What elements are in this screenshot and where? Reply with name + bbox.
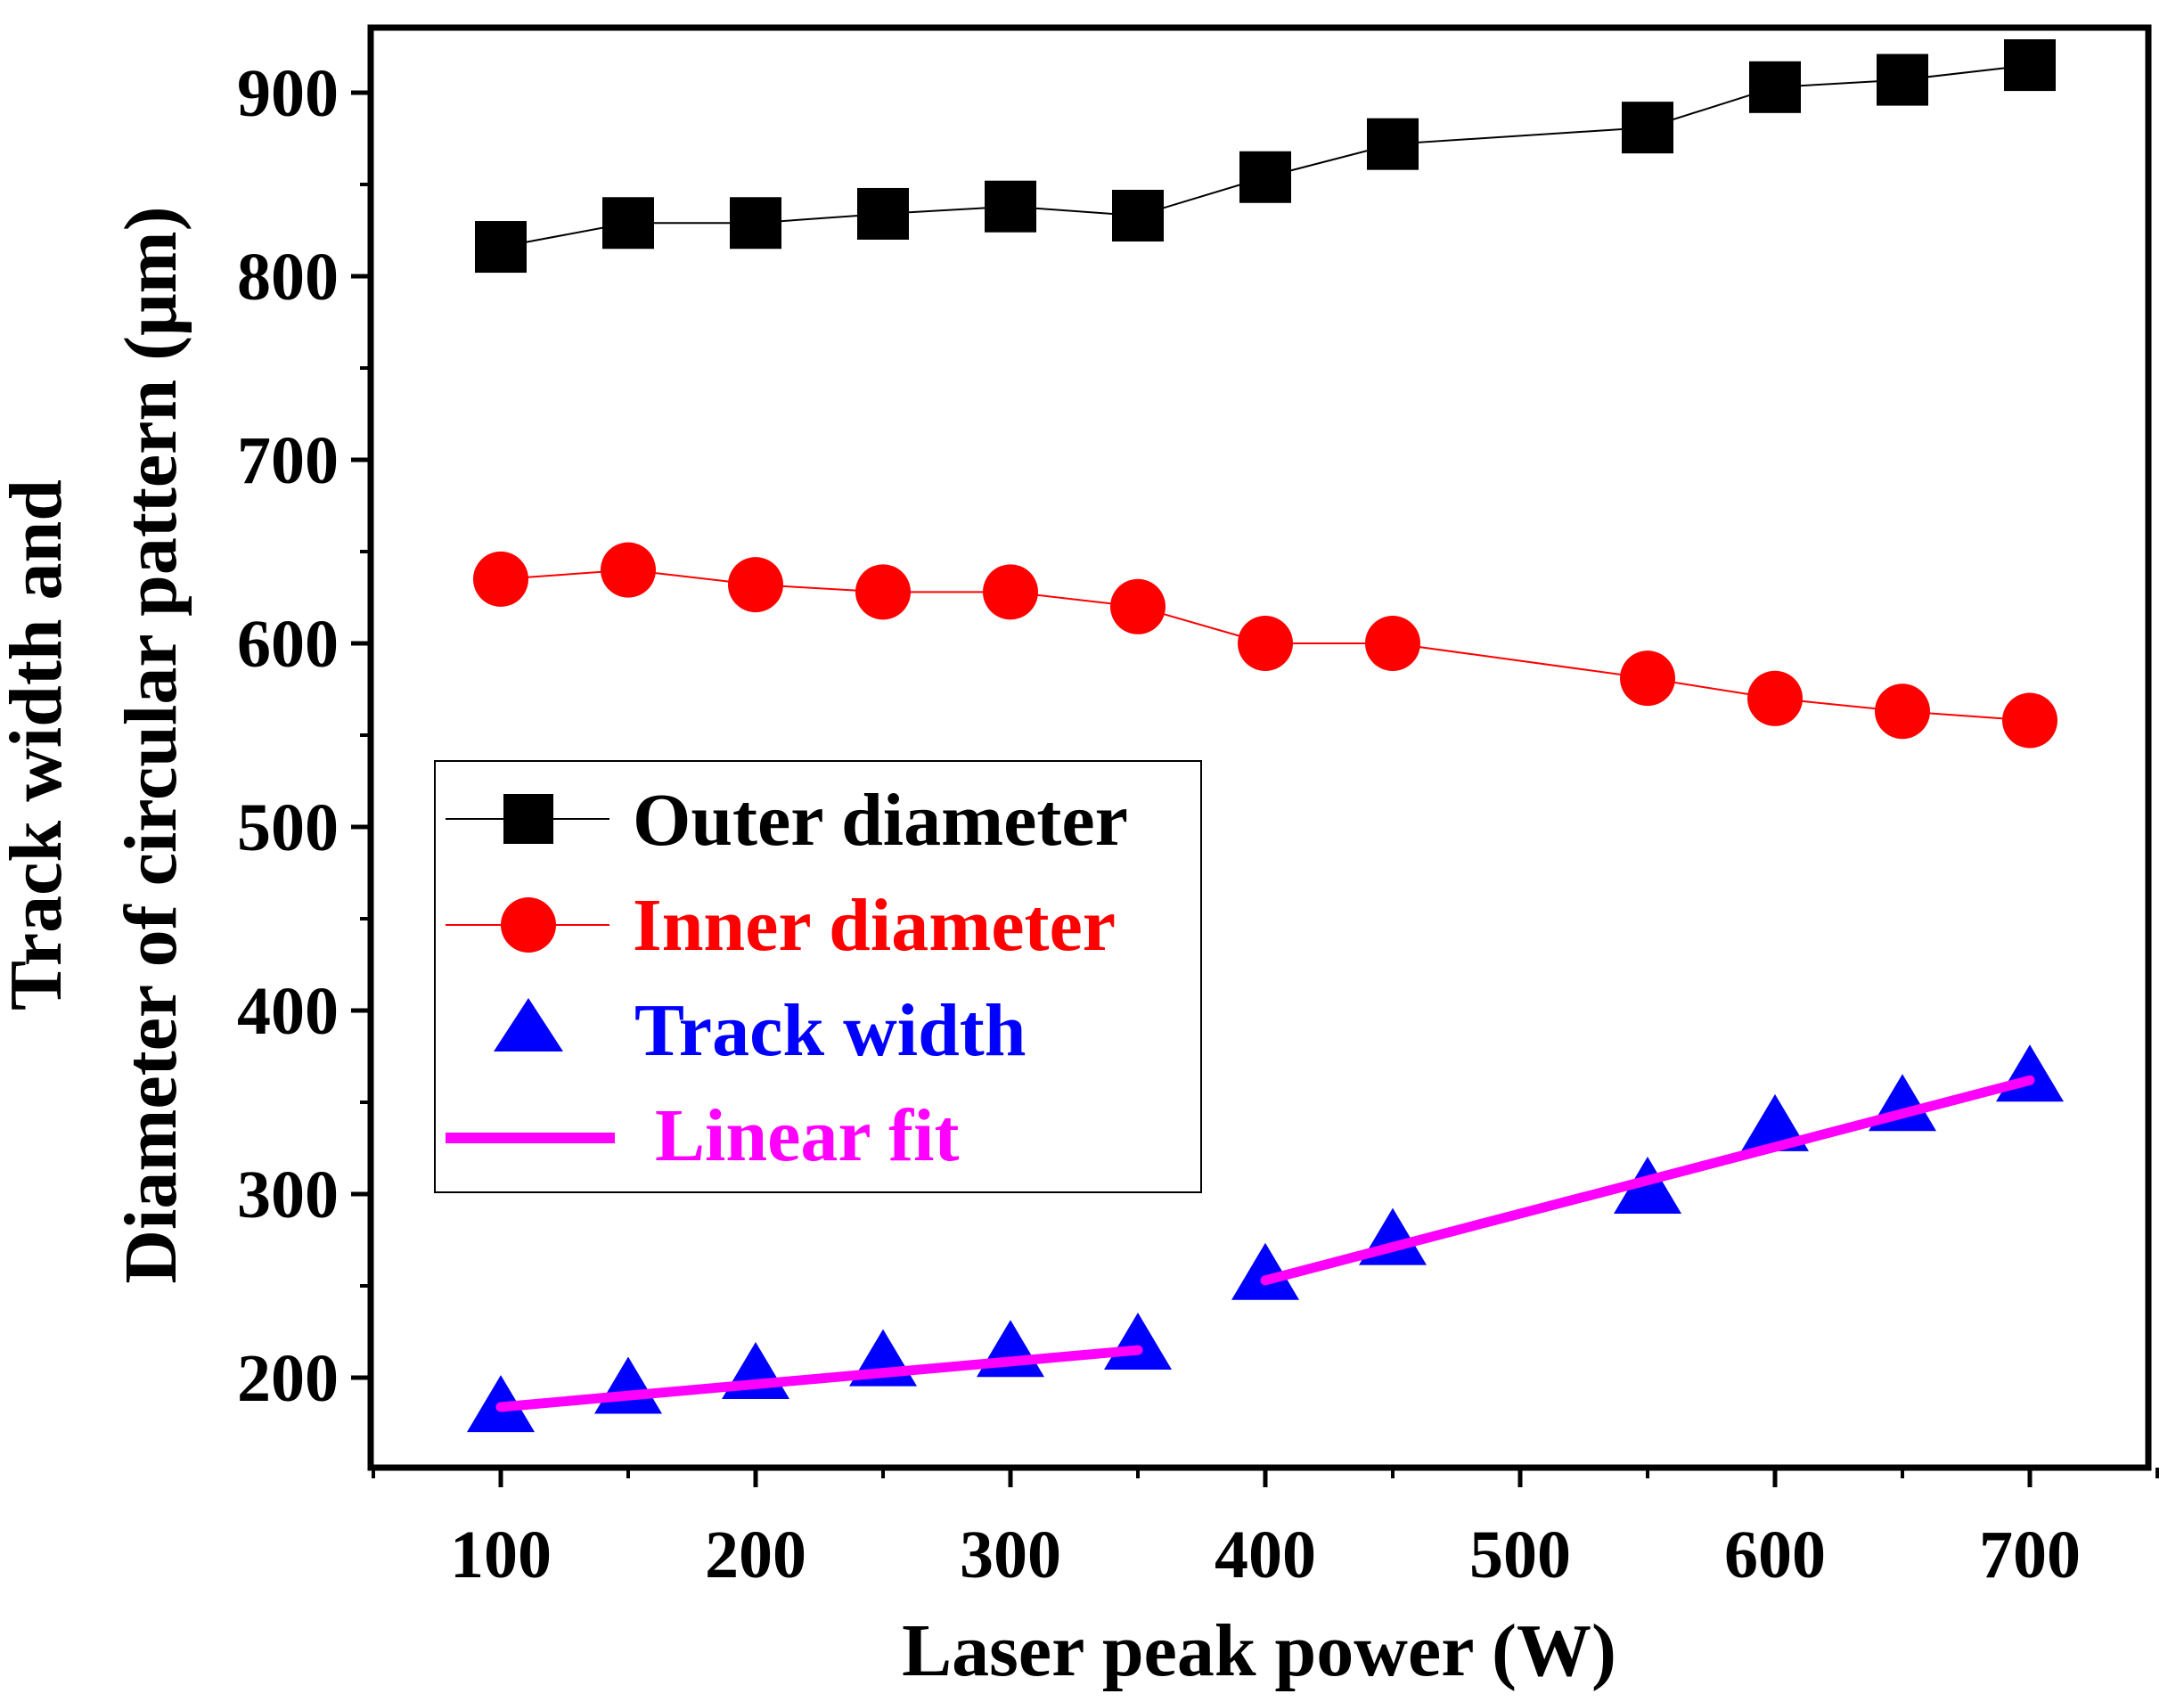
outer-diameter-point <box>2004 39 2056 92</box>
legend-item-inner: Inner diameter <box>446 884 1116 967</box>
x-tick-label: 400 <box>1215 1518 1316 1592</box>
inner-diameter-point <box>1747 670 1803 726</box>
y-tick-label: 500 <box>237 790 339 865</box>
x-tick-label: 300 <box>960 1518 1061 1592</box>
series-layer <box>467 39 2064 1433</box>
tick-labels: 100 200 300 400 500 600 700 200 300 400 500 600 700 8… <box>237 56 2081 1592</box>
outer-diameter-point <box>475 221 527 274</box>
y-tick-label: 700 <box>237 423 339 498</box>
y-tick-label: 900 <box>237 56 339 131</box>
outer-diameter-point <box>730 197 781 250</box>
legend-circle-marker <box>501 897 556 953</box>
outer-diameter-point <box>1749 61 1801 113</box>
legend-label-outer: Outer diameter <box>633 779 1128 862</box>
x-tick-label: 600 <box>1724 1518 1826 1592</box>
track-width-point <box>1741 1093 1809 1151</box>
legend: Outer diameter Inner diameter Track widt… <box>434 760 1202 1193</box>
inner-diameter-point <box>1875 683 1930 740</box>
linear-fit-segment-2 <box>1260 1075 2035 1286</box>
legend-square-marker <box>503 794 553 844</box>
inner-diameter-point <box>1238 616 1293 671</box>
track-width-point <box>1231 1242 1299 1300</box>
y-tick-label: 600 <box>237 607 339 682</box>
track-width-point <box>1104 1313 1172 1371</box>
legend-item-fit: Linear fit <box>446 1094 959 1177</box>
legend-label-fit: Linear fit <box>655 1094 959 1177</box>
legend-item-track: Track width <box>494 989 1026 1072</box>
inner-diameter-point <box>728 557 783 613</box>
outer-diameter-point <box>602 197 654 250</box>
y-axis-title-line-1: Track width and <box>0 479 78 1011</box>
y-tick-label: 200 <box>237 1341 339 1416</box>
x-tick-label: 500 <box>1469 1518 1571 1592</box>
x-tick-label: 200 <box>705 1518 806 1592</box>
inner-diameter-point <box>601 542 656 598</box>
legend-item-outer: Outer diameter <box>446 779 1128 862</box>
inner-diameter-point <box>1365 616 1420 671</box>
outer-diameter-point <box>985 180 1036 233</box>
outer-diameter-point <box>857 187 909 240</box>
outer-diameter-point <box>1622 102 1673 154</box>
ticks <box>351 90 2159 1487</box>
track-width-point <box>1996 1044 2064 1102</box>
inner-diameter-point <box>2002 692 2057 749</box>
outer-diameter-point <box>1877 53 1928 106</box>
plot-frame <box>367 24 2152 1471</box>
inner-diameter-point <box>1620 651 1675 707</box>
inner-diameter-point <box>983 564 1038 620</box>
inner-diameter-point <box>855 564 911 620</box>
y-tick-label: 800 <box>237 240 339 315</box>
y-tick-label: 300 <box>237 1158 339 1232</box>
y-axis-title-line-2: Diameter of circular pattern (μm) <box>110 206 192 1283</box>
inner-diameter-point <box>1110 578 1166 634</box>
linear-fit-segment-1 <box>495 1345 1143 1412</box>
outer-diameter-point <box>1112 190 1164 242</box>
outer-diameter-point <box>1367 118 1419 170</box>
y-tick-label: 400 <box>237 974 339 1049</box>
x-tick-label: 100 <box>450 1518 552 1592</box>
inner-diameter-point <box>473 551 528 607</box>
legend-box <box>434 760 1202 1193</box>
track-width-point <box>594 1356 662 1414</box>
x-axis-title: Laser peak power (W) <box>902 1609 1616 1692</box>
legend-triangle-marker <box>494 998 563 1051</box>
legend-label-inner: Inner diameter <box>633 884 1116 967</box>
x-tick-label: 700 <box>1979 1518 2081 1592</box>
outer-diameter-point <box>1239 151 1291 203</box>
legend-label-track: Track width <box>634 989 1026 1072</box>
